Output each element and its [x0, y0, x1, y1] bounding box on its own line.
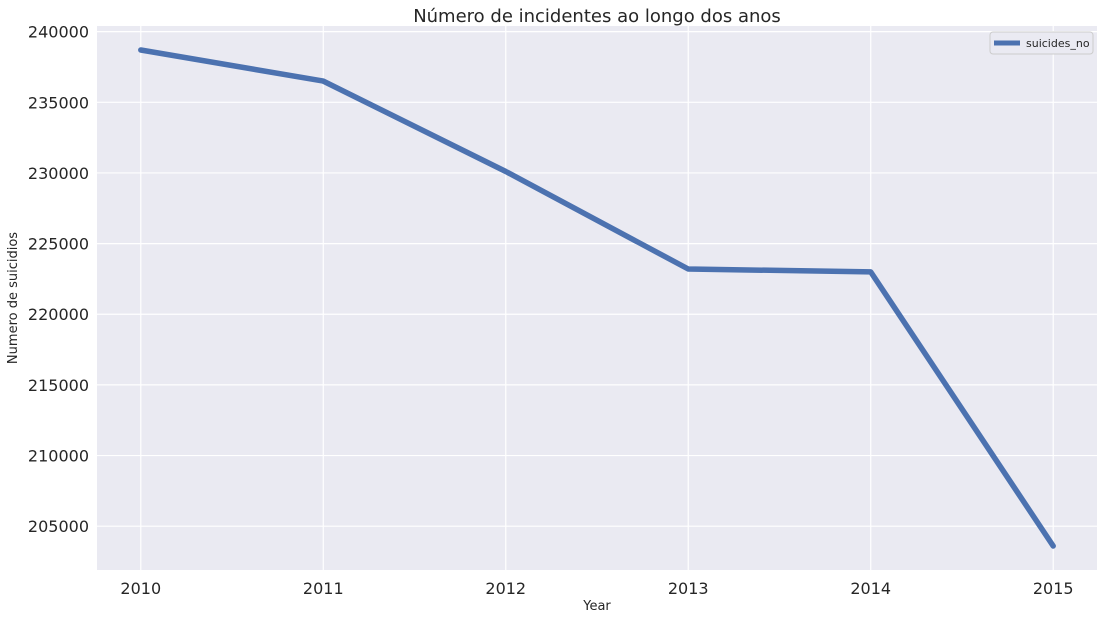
x-tick-label: 2014 [850, 579, 891, 598]
y-tick-label: 220000 [28, 305, 89, 324]
x-tick-label: 2011 [303, 579, 344, 598]
y-tick-label: 235000 [28, 93, 89, 112]
y-tick-label: 210000 [28, 447, 89, 466]
series-lines [138, 47, 1056, 549]
legend-label-suicides-no: suicides_no [1026, 37, 1090, 50]
x-axis-label: Year [582, 599, 611, 614]
grid-lines [97, 26, 1097, 570]
x-tick-label: 2010 [120, 579, 161, 598]
y-tick-labels: 205000 210000 215000 220000 225000 230000 2350… [28, 23, 89, 537]
y-tick-label: 230000 [28, 164, 89, 183]
y-tick-label: 225000 [28, 235, 89, 254]
legend-box [989, 31, 1094, 55]
y-tick-label: 215000 [28, 376, 89, 395]
y-axis-label: Numero de suicidios [6, 232, 21, 364]
chart-title: Número de incidentes ao longo dos anos [413, 6, 781, 27]
x-tick-label: 2013 [668, 579, 709, 598]
x-tick-labels: 2010 2011 2012 2013 2014 2015 [120, 579, 1073, 598]
y-tick-label: 240000 [28, 23, 89, 42]
y-tick-label: 205000 [28, 517, 89, 536]
series-line-suicides-no [138, 47, 1056, 549]
plot-area [97, 26, 1097, 570]
x-tick-label: 2012 [485, 579, 526, 598]
x-tick-label: 2015 [1033, 579, 1074, 598]
legend: suicides_no [989, 31, 1094, 55]
